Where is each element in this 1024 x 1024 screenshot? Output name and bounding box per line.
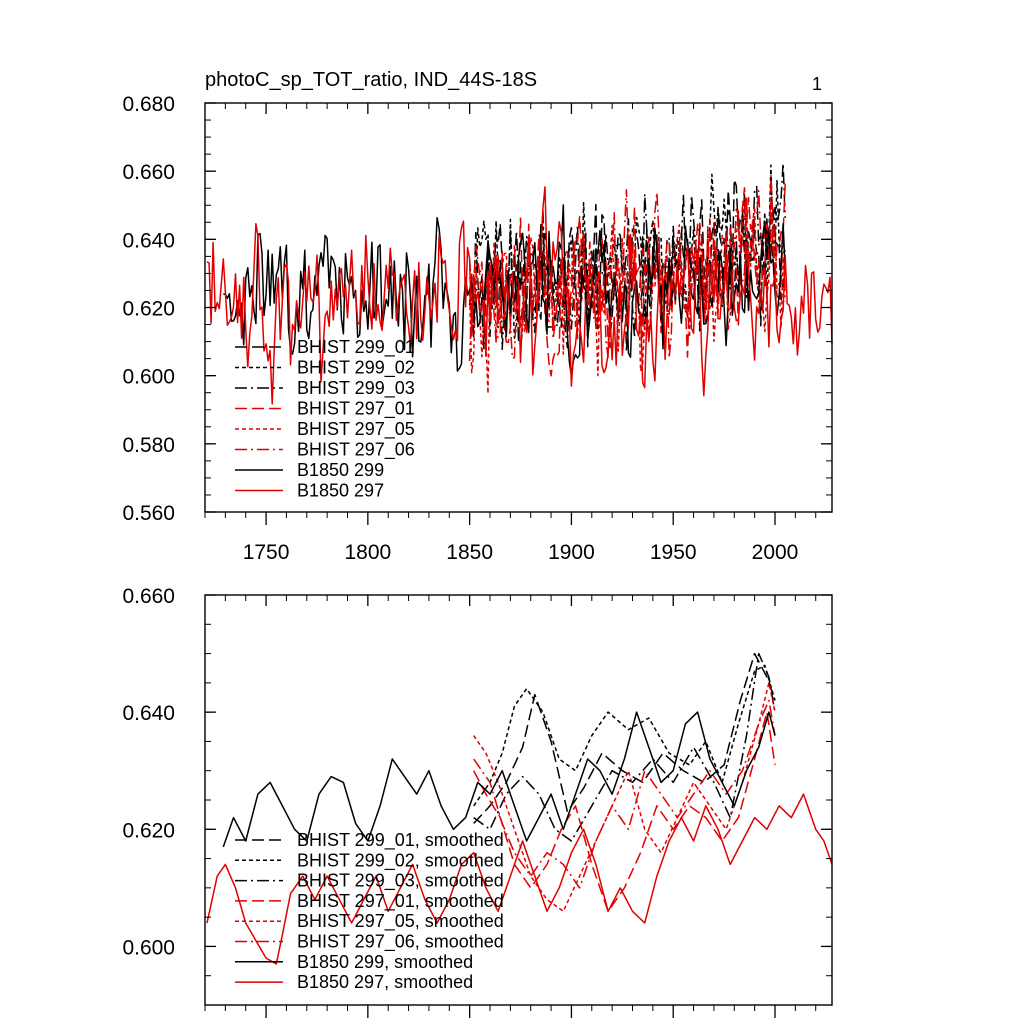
bottom-legend-label-bhist-297-06-smoothed: BHIST 297_06, smoothed (297, 932, 504, 953)
bottom-ticks: 0.600 0.620 0.640 0.660 (122, 585, 832, 1018)
top-y-tick-label: 0.580 (122, 434, 175, 457)
bottom-series-bhist-297-06-smoothed (473, 699, 776, 889)
top-x-tick-label: 1800 (344, 541, 391, 564)
top-y-tick-label: 0.680 (122, 93, 175, 116)
bottom-legend-label-bhist-299-03-smoothed: BHIST 299_03, smoothed (297, 871, 504, 892)
panel-number: 1 (812, 74, 822, 94)
top-legend-label-bhist-297-01: BHIST 297_01 (297, 399, 415, 420)
top-legend-label-bhist-299-03: BHIST 299_03 (297, 378, 415, 399)
bottom-y-tick-label: 0.620 (122, 819, 175, 842)
bottom-legend-label-b1850-297-smoothed: B1850 297, smoothed (297, 972, 473, 992)
top-y-tick-label: 0.600 (122, 366, 175, 389)
top-legend-label-bhist-297-06: BHIST 297_06 (297, 440, 415, 461)
chart-title: photoC_sp_TOT_ratio, IND_44S-18S (205, 69, 537, 91)
top-x-tick-label: 1950 (650, 541, 697, 564)
bottom-series-group (206, 652, 833, 965)
bottom-y-tick-label: 0.600 (122, 936, 175, 959)
top-ticks: 0.560 0.580 0.600 0.620 0.640 0.660 0.680 1750 1… (122, 93, 832, 564)
top-x-tick-label: 1850 (446, 541, 493, 564)
bottom-series-bhist-299-01-smoothed (473, 652, 776, 824)
top-panel: 0.560 0.580 0.600 0.620 0.640 0.660 0.680 1750 1… (122, 93, 833, 564)
top-legend-label-bhist-297-05: BHIST 297_05 (297, 419, 415, 440)
top-y-tick-label: 0.620 (122, 298, 175, 321)
bottom-legend-label-bhist-297-05-smoothed: BHIST 297_05, smoothed (297, 911, 504, 932)
bottom-series-bhist-297-01-smoothed (473, 711, 776, 913)
top-y-tick-label: 0.660 (122, 161, 175, 184)
top-x-tick-label: 2000 (752, 541, 799, 564)
top-legend-label-bhist-299-01: BHIST 299_01 (297, 337, 415, 358)
bottom-panel: 0.600 0.620 0.640 0.660 BHIST 299_01, smoot… (122, 585, 833, 1018)
top-x-tick-label: 1750 (243, 541, 290, 564)
top-series-b1850-297 (206, 186, 833, 405)
bottom-y-tick-label: 0.660 (122, 585, 175, 608)
bottom-series-b1850-297-smoothed (206, 793, 833, 965)
top-x-tick-label: 1900 (548, 541, 595, 564)
top-legend-label-b1850-297: B1850 297 (297, 481, 384, 501)
bottom-legend-label-bhist-299-01-smoothed: BHIST 299_01, smoothed (297, 830, 504, 851)
bottom-series-bhist-299-03-smoothed (473, 652, 776, 842)
top-y-tick-label: 0.560 (122, 502, 175, 525)
bottom-y-tick-label: 0.640 (122, 702, 175, 725)
bottom-legend-label-bhist-297-01-smoothed: BHIST 297_01, smoothed (297, 891, 504, 912)
top-legend-label-bhist-299-02: BHIST 299_02 (297, 358, 415, 379)
bottom-legend-label-bhist-299-02-smoothed: BHIST 299_02, smoothed (297, 850, 504, 871)
bottom-legend-label-b1850-299-smoothed: B1850 299, smoothed (297, 952, 473, 972)
top-series-group (206, 162, 833, 405)
top-y-tick-label: 0.640 (122, 229, 175, 252)
top-legend-label-b1850-299: B1850 299 (297, 460, 384, 480)
bottom-series-bhist-299-02-smoothed (473, 664, 776, 807)
top-series-bhist-297-01 (468, 183, 786, 377)
bottom-series-b1850-299-smoothed (222, 711, 776, 848)
